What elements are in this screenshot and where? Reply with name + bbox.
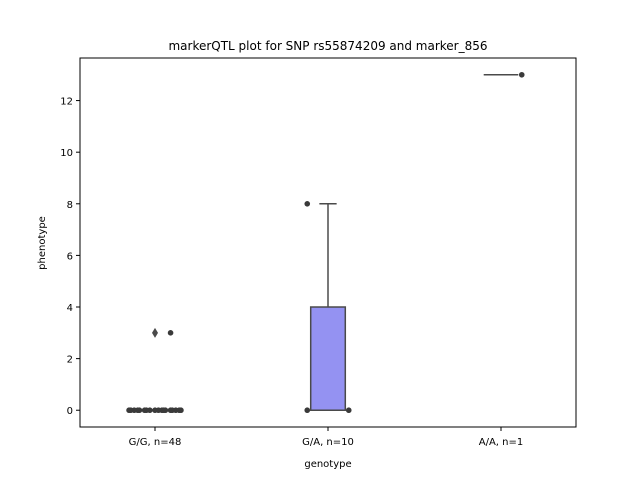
x-tick-label: G/A, n=10 — [302, 437, 354, 448]
x-tick-label: G/G, n=48 — [129, 437, 182, 448]
box-body — [309, 306, 347, 411]
y-tick-label: 2 — [67, 355, 73, 366]
data-point — [169, 407, 176, 414]
data-point — [167, 330, 174, 336]
y-tick-label: 12 — [60, 97, 73, 108]
data-point — [345, 407, 352, 414]
plot-marks — [126, 71, 525, 414]
x-tick-label: A/A, n=1 — [479, 437, 524, 448]
y-tick-label: 0 — [67, 406, 73, 417]
data-point — [127, 407, 134, 414]
data-point — [143, 407, 150, 414]
data-point — [518, 71, 525, 78]
x-axis: G/G, n=48 G/A, n=10 A/A, n=1 — [129, 427, 524, 448]
box-1 — [309, 203, 347, 411]
y-tick-label: 4 — [67, 303, 73, 314]
box-0 — [137, 327, 173, 411]
y-tick-label: 8 — [67, 200, 73, 211]
data-point — [134, 407, 141, 414]
y-axis: 0 2 4 6 8 10 12 — [60, 97, 80, 417]
data-point — [304, 407, 311, 414]
y-tick-label: 6 — [67, 251, 73, 262]
y-tick-label: 10 — [60, 148, 73, 159]
y-axis-label: phenotype — [37, 216, 48, 270]
chart-title: markerQTL plot for SNP rs55874209 and ma… — [168, 39, 487, 53]
outlier-marker — [152, 327, 158, 338]
x-axis-label: genotype — [304, 459, 351, 470]
data-point — [304, 200, 311, 207]
data-point — [176, 407, 183, 414]
data-point — [160, 407, 167, 414]
